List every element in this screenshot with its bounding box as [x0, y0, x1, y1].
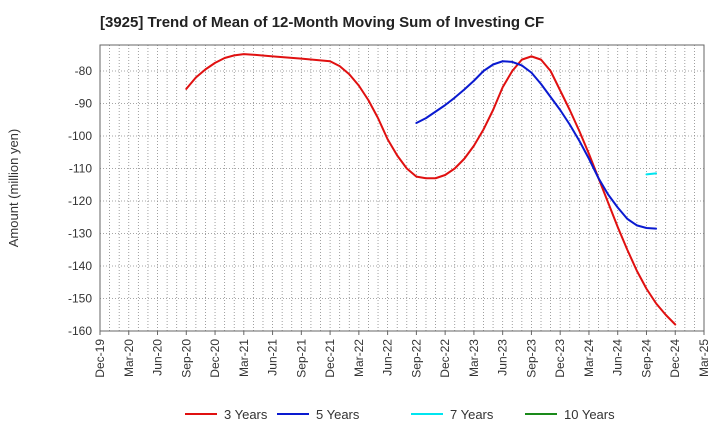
legend-label: 10 Years: [564, 407, 615, 422]
x-tick-label: Mar-23: [467, 339, 481, 377]
x-tick-label: Mar-21: [237, 339, 251, 377]
series-lines: [185, 53, 677, 326]
y-tick-label: -150: [68, 292, 92, 306]
plot-frame: [99, 44, 705, 332]
x-tick-label: Jun-23: [496, 339, 510, 376]
y-tick-label: -100: [68, 129, 92, 143]
legend: 3 Years 5 Years 7 Years 10 Years: [185, 407, 615, 422]
y-tick-label: -90: [75, 97, 93, 111]
x-tick-label: Mar-20: [122, 339, 136, 377]
x-tick-label: Sep-22: [409, 339, 423, 378]
x-tick-label: Mar-25: [697, 339, 711, 377]
x-tick-label: Sep-21: [294, 339, 308, 378]
y-axis-ticks: -80 -90 -100 -110 -120 -130 -140 -150 -160: [68, 64, 92, 338]
x-tick-label: Jun-24: [611, 339, 625, 376]
x-tick-label: Jun-20: [151, 339, 165, 376]
x-tick-label: Dec-21: [323, 339, 337, 378]
series-line-5-years: [415, 60, 658, 230]
y-tick-label: -80: [75, 64, 93, 78]
y-tick-label: -140: [68, 259, 92, 273]
x-tick-label: Sep-24: [639, 339, 653, 378]
legend-label: 7 Years: [450, 407, 494, 422]
x-tick-label: Jun-22: [381, 339, 395, 376]
x-tick-label: Mar-24: [582, 339, 596, 377]
y-tick-label: -130: [68, 227, 92, 241]
x-axis-ticks: Dec-19 Mar-20 Jun-20 Sep-20 Dec-20 Mar-21 Jun-…: [93, 331, 711, 378]
legend-label: 5 Years: [316, 407, 360, 422]
x-tick-label: Dec-24: [668, 339, 682, 378]
x-tick-label: Dec-19: [93, 339, 107, 378]
series-line-7-years: [645, 172, 658, 176]
y-tick-label: -110: [69, 162, 92, 176]
y-axis-title: Amount (million yen): [6, 129, 21, 248]
x-tick-label: Dec-23: [553, 339, 567, 378]
y-tick-label: -120: [68, 194, 92, 208]
x-tick-label: Mar-22: [352, 339, 366, 377]
series-line-3-years: [185, 53, 677, 326]
x-tick-label: Sep-23: [524, 339, 538, 378]
y-tick-label: -160: [68, 324, 92, 338]
x-tick-label: Dec-20: [208, 339, 222, 378]
x-tick-label: Sep-20: [179, 339, 193, 378]
x-tick-label: Dec-22: [438, 339, 452, 378]
chart-title: [3925] Trend of Mean of 12-Month Moving …: [100, 14, 545, 31]
x-tick-label: Jun-21: [266, 339, 280, 376]
grid: [100, 45, 704, 332]
legend-label: 3 Years: [224, 407, 268, 422]
